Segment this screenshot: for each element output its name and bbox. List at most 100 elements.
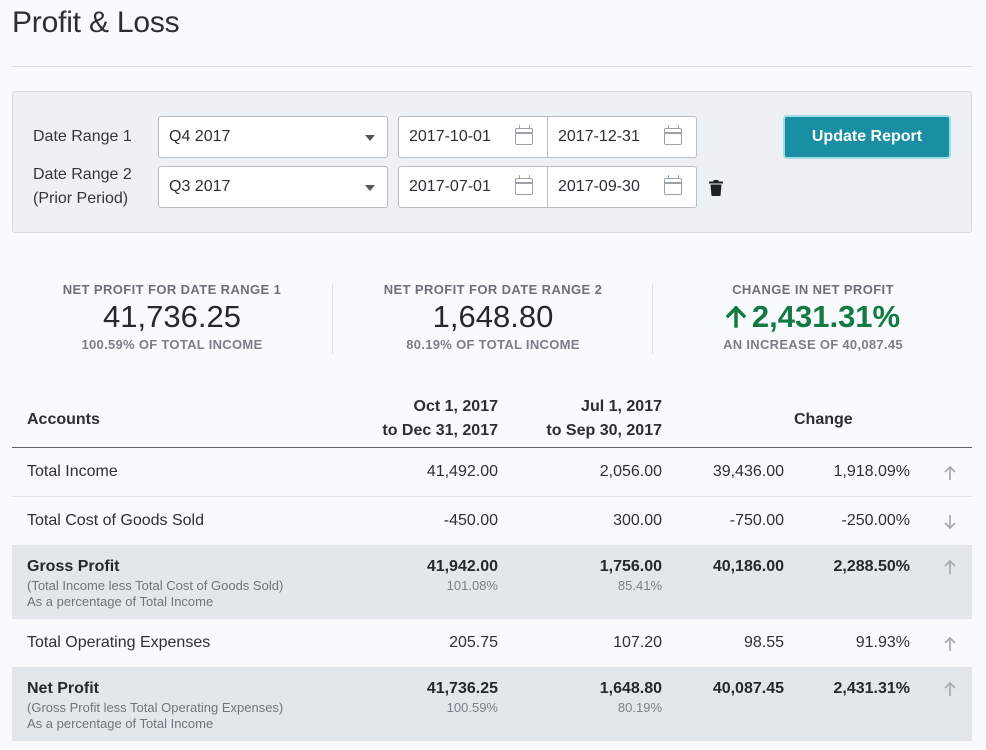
kpi-net-profit-range-1: NET PROFIT FOR DATE RANGE 1 41,736.25 10…	[12, 282, 332, 352]
profit-loss-table: Accounts Oct 1, 2017 to Dec 31, 2017 Jul…	[12, 393, 972, 741]
arrow-up-icon	[944, 559, 956, 574]
change-value: 40,186.00	[712, 558, 784, 575]
calendar-icon[interactable]	[664, 175, 682, 195]
change-value: -750.00	[729, 512, 784, 529]
page-title: Profit & Loss	[12, 6, 180, 39]
table-row-total: Gross Profit (Total Income less Total Co…	[12, 546, 972, 619]
calendar-icon[interactable]	[515, 175, 533, 195]
account-cell: Net Profit (Gross Profit less Total Oper…	[27, 678, 283, 732]
range-2-value: 107.20	[613, 634, 662, 651]
change-percent: 1,918.09%	[833, 463, 910, 480]
arrow-up-icon	[944, 465, 956, 480]
kpi-subtext: AN INCREASE OF 40,087.45	[723, 337, 903, 352]
arrow-up-icon	[944, 681, 956, 696]
date-range-2-start-value: 2017-07-01	[409, 178, 491, 195]
arrow-down-icon	[944, 515, 956, 530]
range-1-value: 41,942.00	[426, 558, 498, 575]
account-description-percentage: As a percentage of Total Income	[27, 594, 214, 609]
calendar-icon[interactable]	[664, 125, 682, 145]
date-range-1-period-select[interactable]: Q4 2017	[158, 116, 388, 158]
column-header-range-2: Jul 1, 2017 to Sep 30, 2017	[502, 395, 662, 443]
kpi-value: 41,736.25	[103, 299, 241, 334]
date-range-2-end-input[interactable]: 2017-09-30	[548, 166, 697, 208]
table-header: Accounts Oct 1, 2017 to Dec 31, 2017 Jul…	[12, 393, 972, 448]
kpi-change-value: 2,431.31%	[751, 299, 901, 334]
date-range-2-period-select[interactable]: Q3 2017	[158, 166, 388, 208]
range-1-value: 41,736.25	[426, 680, 498, 697]
date-range-2-start-input[interactable]: 2017-07-01	[398, 166, 548, 208]
kpi-label: CHANGE IN NET PROFIT	[732, 282, 894, 297]
date-range-1-start-value: 2017-10-01	[409, 128, 491, 145]
change-value: 98.55	[743, 634, 784, 651]
trash-icon[interactable]	[709, 180, 723, 196]
account-description: (Gross Profit less Total Operating Expen…	[27, 700, 284, 715]
account-cell: Gross Profit (Total Income less Total Co…	[27, 556, 283, 610]
change-value: 39,436.00	[712, 463, 784, 480]
column-header-range-1-line1: Oct 1, 2017	[413, 398, 499, 415]
date-range-1-start-input[interactable]: 2017-10-01	[398, 116, 548, 158]
kpi-change-in-net-profit: CHANGE IN NET PROFIT 2,431.31% AN INCREA…	[653, 282, 973, 352]
kpi-label: NET PROFIT FOR DATE RANGE 2	[383, 282, 603, 297]
calendar-icon[interactable]	[515, 125, 533, 145]
date-range-2-period-value: Q3 2017	[169, 178, 231, 195]
account-description-percentage: As a percentage of Total Income	[27, 716, 214, 731]
kpi-divider	[332, 284, 333, 354]
column-header-range-2-line2: to Sep 30, 2017	[546, 422, 662, 439]
range-1-percent: 101.08%	[446, 578, 498, 593]
range-2-percent: 85.41%	[617, 578, 662, 593]
date-range-2-label-line2: (Prior Period)	[33, 190, 129, 207]
kpi-divider	[652, 284, 653, 354]
column-header-accounts: Accounts	[27, 411, 100, 428]
date-range-1-end-input[interactable]: 2017-12-31	[548, 116, 697, 158]
chevron-down-icon	[365, 185, 375, 191]
kpi-label: NET PROFIT FOR DATE RANGE 1	[62, 282, 282, 297]
range-1-value: 41,492.00	[426, 463, 498, 480]
range-2-percent: 80.19%	[617, 700, 662, 715]
range-1-percent: 100.59%	[446, 700, 498, 715]
range-2-value: 2,056.00	[599, 463, 662, 480]
range-1-value: 205.75	[449, 634, 498, 651]
range-1-value: -450.00	[443, 512, 498, 529]
kpi-net-profit-range-2: NET PROFIT FOR DATE RANGE 2 1,648.80 80.…	[333, 282, 653, 352]
kpi-subtext: 100.59% OF TOTAL INCOME	[81, 337, 263, 352]
range-1-cell: 41,736.25 100.59%	[338, 678, 498, 716]
chevron-down-icon	[365, 135, 375, 141]
table-row: Total Cost of Goods Sold -450.00 300.00 …	[12, 497, 972, 546]
title-divider	[12, 66, 972, 67]
arrow-up-icon	[725, 305, 747, 328]
account-name: Total Income	[27, 463, 118, 480]
account-name: Gross Profit	[27, 558, 120, 575]
column-header-range-2-line1: Jul 1, 2017	[581, 398, 662, 415]
filter-panel	[12, 91, 972, 233]
date-range-2-label-line1: Date Range 2	[33, 166, 132, 183]
date-range-2-label: Date Range 2 (Prior Period)	[33, 163, 132, 211]
change-value: 40,087.45	[712, 680, 784, 697]
change-percent: 91.93%	[855, 634, 910, 651]
kpi-subtext: 80.19% OF TOTAL INCOME	[406, 337, 580, 352]
change-percent: 2,288.50%	[833, 558, 910, 575]
table-row-total: Net Profit (Gross Profit less Total Oper…	[12, 668, 972, 741]
date-range-1-period-value: Q4 2017	[169, 128, 231, 145]
table-row: Total Operating Expenses 205.75 107.20 9…	[12, 619, 972, 668]
range-2-cell: 1,648.80 80.19%	[502, 678, 662, 716]
account-name: Total Operating Expenses	[27, 634, 211, 651]
kpi-value: 2,431.31%	[653, 299, 973, 335]
date-range-2-end-value: 2017-09-30	[558, 178, 640, 195]
arrow-up-icon	[944, 636, 956, 651]
account-description: (Total Income less Total Cost of Goods S…	[27, 578, 284, 593]
update-report-button[interactable]: Update Report	[783, 115, 951, 159]
account-name: Net Profit	[27, 680, 99, 697]
column-header-range-1: Oct 1, 2017 to Dec 31, 2017	[338, 395, 498, 443]
range-1-cell: 41,942.00 101.08%	[338, 556, 498, 594]
range-2-value: 1,756.00	[599, 558, 662, 575]
date-range-1-end-value: 2017-12-31	[558, 128, 640, 145]
kpi-value: 1,648.80	[432, 299, 554, 334]
change-percent: 2,431.31%	[833, 680, 910, 697]
range-2-value: 1,648.80	[599, 680, 662, 697]
table-row: Total Income 41,492.00 2,056.00 39,436.0…	[12, 448, 972, 497]
column-header-range-1-line2: to Dec 31, 2017	[382, 422, 498, 439]
range-2-value: 300.00	[613, 512, 662, 529]
column-header-change: Change	[794, 411, 853, 428]
range-2-cell: 1,756.00 85.41%	[502, 556, 662, 594]
date-range-1-label: Date Range 1	[33, 128, 132, 145]
